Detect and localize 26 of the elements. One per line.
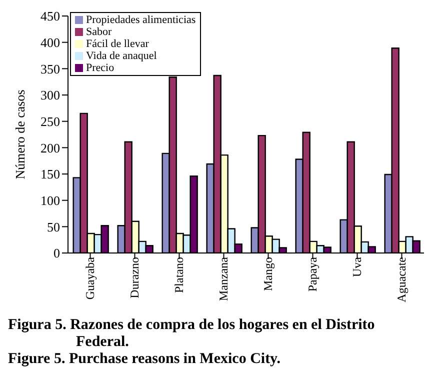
y-tick-label: 50 <box>47 219 60 234</box>
y-tick-label: 200 <box>40 140 60 156</box>
legend-label: Propiedades alimenticias <box>86 14 196 26</box>
x-tick-label: Platano <box>172 257 186 293</box>
x-tick-label: Aguacate <box>394 257 408 302</box>
text: Figura 5. Razones de compra de los hogares en el Distrito Federal. <box>8 317 376 351</box>
x-tick-label: Durazno <box>127 257 142 298</box>
y-tick-label: 150 <box>40 166 60 182</box>
y-tick-label: 0 <box>54 246 60 261</box>
x-tick-label: Guayaba <box>82 256 97 300</box>
caption: Figure 5. Purchase reasons in Mexico City. <box>8 351 282 368</box>
legend-label: Fácil de llevar <box>86 38 149 50</box>
x-tick-label: Uva <box>350 256 364 277</box>
y-tick-label: 300 <box>40 88 60 103</box>
legend-label: Vida de anaquel <box>86 50 157 62</box>
y-axis-title: Número de casos <box>12 90 28 180</box>
x-tick-label: Papaya <box>305 256 320 292</box>
y-tick-label: 250 <box>40 114 60 129</box>
y-tick-label: 100 <box>40 192 60 208</box>
legend-label: Sabor <box>86 26 112 38</box>
x-tick-label: Manzana <box>216 256 230 301</box>
y-tick-label: 450 <box>40 8 60 24</box>
y-tick-label: 400 <box>40 34 60 50</box>
legend-label: Precio <box>86 62 114 74</box>
x-tick-label: Mango <box>260 257 275 291</box>
y-tick-label: 350 <box>40 61 60 76</box>
